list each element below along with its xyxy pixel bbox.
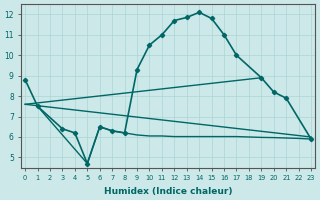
X-axis label: Humidex (Indice chaleur): Humidex (Indice chaleur)	[104, 187, 232, 196]
